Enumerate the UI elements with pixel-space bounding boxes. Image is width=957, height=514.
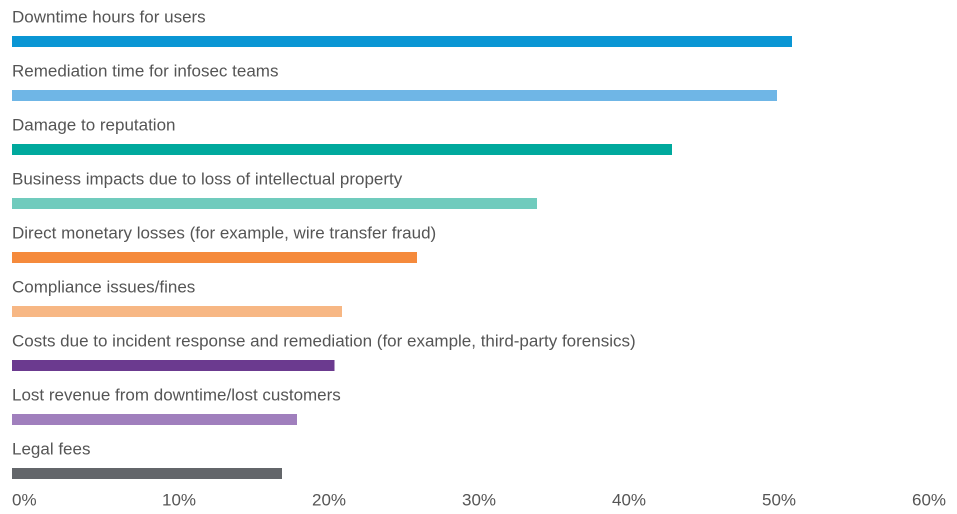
x-tick-label: 30% [462, 490, 496, 509]
bar [12, 36, 792, 47]
category-label: Legal fees [12, 439, 90, 458]
category-label: Downtime hours for users [12, 7, 206, 26]
bar [12, 90, 777, 101]
bar [12, 144, 672, 155]
x-tick-label: 10% [162, 490, 196, 509]
x-tick-label: 50% [762, 490, 796, 509]
x-tick-label: 0% [12, 490, 37, 509]
bar [12, 468, 282, 479]
bar [12, 198, 537, 209]
category-label: Direct monetary losses (for example, wir… [12, 223, 436, 242]
x-tick-label: 60% [912, 490, 946, 509]
bar [12, 252, 417, 263]
category-label: Costs due to incident response and remed… [12, 331, 636, 350]
x-tick-label: 20% [312, 490, 346, 509]
category-label: Damage to reputation [12, 115, 176, 134]
category-label: Remediation time for infosec teams [12, 61, 278, 80]
bar [12, 360, 335, 371]
category-label: Business impacts due to loss of intellec… [12, 169, 403, 188]
bar [12, 306, 342, 317]
bar [12, 414, 297, 425]
x-tick-label: 40% [612, 490, 646, 509]
category-label: Lost revenue from downtime/lost customer… [12, 385, 341, 404]
category-label: Compliance issues/fines [12, 277, 195, 296]
